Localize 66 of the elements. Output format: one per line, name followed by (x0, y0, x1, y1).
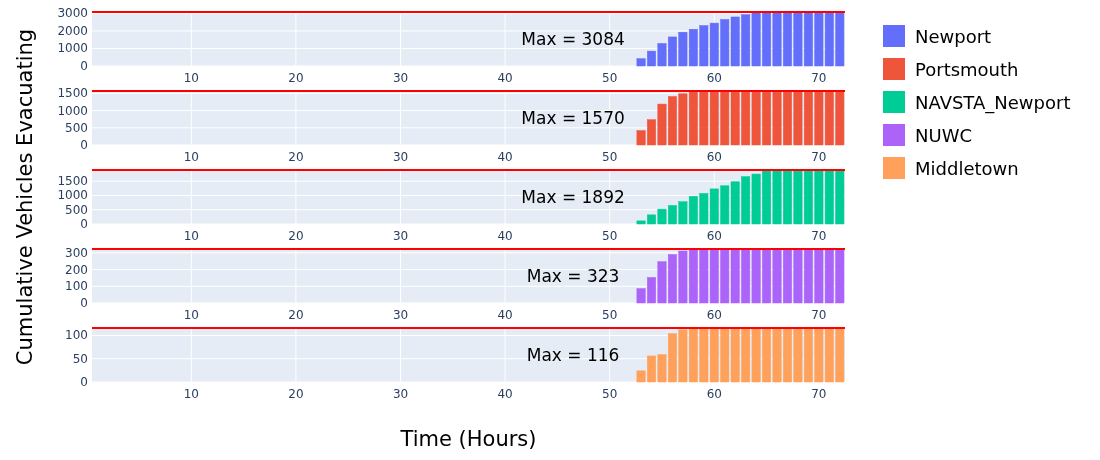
x-tick-label: 50 (602, 308, 618, 322)
legend-label: NAVSTA_Newport (915, 92, 1071, 114)
ref-line-label: Max = 3084 (521, 29, 625, 49)
x-tick-label: 50 (602, 150, 618, 164)
x-tick-label: 50 (602, 387, 618, 401)
x-tick-label: 50 (602, 229, 618, 243)
y-tick-label: 100 (65, 328, 88, 343)
x-tick-label: 20 (288, 229, 304, 243)
x-tick-label: 70 (811, 229, 827, 243)
x-tick-label: 30 (392, 150, 409, 164)
x-tick-label: 70 (811, 308, 827, 322)
ref-line-label: Max = 1570 (521, 108, 625, 128)
x-tick-label: 70 (811, 150, 827, 164)
x-tick-label: 20 (288, 71, 304, 85)
y-tick-label: 1500 (57, 86, 88, 101)
x-tick-label: 40 (497, 308, 513, 322)
y-tick-label: 1000 (57, 41, 88, 56)
y-axis-title: Cumulative Vehicles Evacuating (13, 28, 37, 366)
x-tick-label: 20 (288, 387, 304, 401)
y-tick-label: 0 (80, 138, 88, 152)
x-tick-label: 30 (392, 387, 409, 401)
x-tick-label: 60 (706, 387, 722, 401)
x-tick-label: 40 (497, 229, 513, 243)
x-tick-label: 20 (288, 150, 304, 164)
y-tick-label: 3000 (57, 6, 88, 21)
x-tick-label: 60 (706, 308, 722, 322)
y-tick-label: 1500 (57, 174, 88, 189)
y-tick-label: 100 (65, 279, 88, 294)
x-tick-label: 70 (811, 387, 827, 401)
y-tick-label: 1000 (57, 103, 88, 118)
legend-label: Portsmouth (915, 59, 1019, 80)
x-tick-label: 70 (811, 71, 827, 85)
x-tick-label: 20 (288, 308, 304, 322)
y-tick-label: 0 (80, 296, 88, 310)
y-tick-label: 500 (65, 120, 88, 135)
x-tick-label: 60 (706, 150, 722, 164)
x-tick-label: 30 (392, 71, 409, 85)
y-tick-label: 1000 (57, 188, 88, 203)
x-tick-label: 50 (602, 71, 618, 85)
x-tick-label: 10 (183, 387, 199, 401)
y-tick-label: 0 (80, 375, 88, 389)
x-tick-label: 40 (497, 71, 513, 85)
x-tick-label: 60 (706, 229, 722, 243)
ref-line-label: Max = 323 (526, 266, 620, 286)
y-tick-label: 500 (65, 202, 88, 217)
y-tick-label: 300 (65, 245, 88, 260)
x-tick-label: 30 (392, 308, 409, 322)
x-tick-label: 40 (497, 150, 513, 164)
x-tick-label: 10 (183, 71, 199, 85)
y-tick-label: 0 (80, 59, 88, 73)
x-tick-label: 30 (392, 229, 409, 243)
y-tick-label: 0 (80, 217, 88, 231)
ref-line-label: Max = 116 (526, 345, 620, 365)
x-tick-label: 10 (183, 229, 199, 243)
y-tick-label: 50 (72, 351, 88, 366)
y-tick-label: 200 (65, 262, 88, 277)
y-tick-label: 2000 (57, 23, 88, 38)
legend-label: Newport (915, 26, 992, 47)
x-tick-label: 60 (706, 71, 722, 85)
legend-label: NUWC (915, 125, 973, 146)
x-tick-label: 10 (183, 308, 199, 322)
x-tick-label: 40 (497, 387, 513, 401)
x-axis-title: Time (Hours) (399, 427, 537, 451)
x-tick-label: 10 (183, 150, 199, 164)
legend-label: Middletown (915, 158, 1019, 179)
ref-line-label: Max = 1892 (521, 187, 625, 207)
